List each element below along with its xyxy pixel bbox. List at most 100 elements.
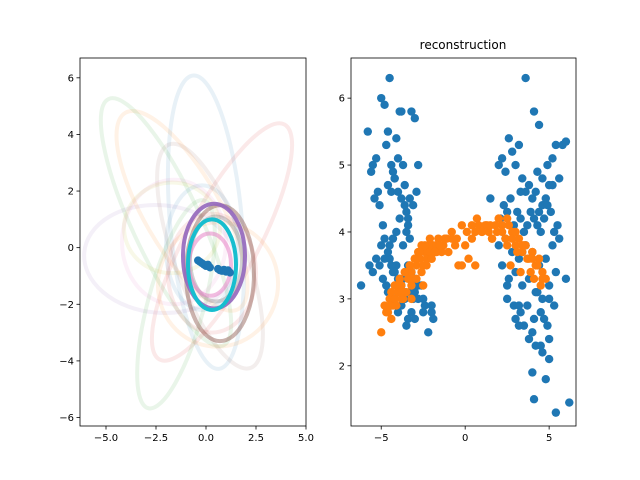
x-tick-label: −5 (374, 433, 389, 444)
scatter-point (546, 207, 556, 217)
scatter-point (387, 287, 396, 297)
scatter-point (548, 154, 557, 163)
scatter-point (539, 314, 549, 324)
scatter-point (429, 314, 438, 324)
scatter-point (514, 301, 524, 310)
scatter-point (477, 227, 487, 237)
scatter-point (533, 261, 542, 270)
scatter-point (400, 180, 409, 190)
scatter-point (383, 127, 393, 136)
scatter-point (377, 241, 386, 250)
scatter-point (519, 227, 529, 237)
scatter-point (462, 227, 472, 237)
y-tick-label: −2 (59, 300, 74, 311)
scatter-point (403, 314, 413, 324)
scatter-point (382, 281, 391, 290)
scatter-point (392, 227, 401, 237)
ellipse-plot-data (82, 73, 295, 411)
y-tick-label: −6 (59, 413, 74, 424)
scatter-point (514, 254, 524, 263)
scatter-point (407, 294, 416, 304)
scatter-point (516, 214, 525, 223)
scatter-point (382, 308, 391, 317)
scatter-point (504, 274, 514, 283)
scatter-point (424, 328, 433, 337)
scatter-point (206, 263, 214, 272)
scatter-point (514, 321, 524, 330)
scatter-point (393, 187, 403, 197)
scatter-point (502, 281, 512, 290)
scatter-point (410, 254, 420, 263)
scatter-point (410, 314, 420, 324)
scatter-point (407, 308, 416, 317)
scatter-point (538, 294, 547, 304)
scatter-point (511, 314, 520, 324)
scatter-point (434, 234, 443, 243)
scatter-point (544, 354, 554, 364)
scatter-point (392, 134, 401, 143)
scatter-point (502, 207, 512, 217)
y-tick-label: 2 (68, 187, 74, 198)
scatter-point (494, 241, 503, 250)
reconstruction-plot-data (356, 73, 574, 417)
scatter-point (417, 267, 426, 277)
scatter-point (541, 194, 550, 203)
scatter-point (378, 274, 388, 283)
scatter-point (541, 254, 550, 263)
scatter-point (390, 294, 399, 304)
scatter-point (529, 274, 539, 283)
scatter-point (539, 214, 549, 223)
scatter-point (457, 221, 467, 230)
scatter-point (529, 314, 539, 324)
scatter-point (502, 294, 512, 304)
scatter-point (405, 261, 414, 270)
y-tick-label: 4 (339, 227, 345, 238)
ellipse-mark (186, 217, 238, 312)
scatter-point (405, 234, 414, 243)
scatter-point (387, 314, 396, 324)
scatter-point (393, 308, 403, 317)
scatter-point (526, 267, 535, 277)
x-tick-label: 0.0 (198, 433, 214, 444)
scatter-point (397, 294, 406, 304)
scatter-point (390, 281, 399, 290)
ellipse-mark (135, 198, 217, 411)
scatter-point (511, 227, 520, 237)
scatter-point (501, 234, 510, 243)
scatter-point (383, 247, 393, 257)
scatter-point (450, 241, 460, 250)
series-2 (377, 214, 550, 337)
scatter-point (529, 214, 539, 223)
scatter-point (402, 321, 411, 330)
scatter-point (385, 241, 394, 250)
scatter-point (497, 261, 507, 270)
scatter-point (538, 274, 547, 283)
y-tick-label: −4 (59, 356, 74, 367)
scatter-point (538, 174, 547, 183)
scatter-point (368, 160, 378, 170)
scatter-point (536, 281, 545, 290)
scatter-point (518, 281, 527, 290)
scatter-point (533, 167, 542, 176)
scatter-point (390, 267, 399, 277)
scatter-point (513, 247, 522, 257)
scatter-point (507, 234, 517, 243)
scatter-point (506, 194, 515, 203)
scatter-point (427, 254, 436, 263)
scatter-point (543, 160, 552, 170)
scatter-point (486, 194, 495, 203)
scatter-point (551, 408, 561, 417)
scatter-point (555, 174, 564, 183)
scatter-point (397, 287, 406, 297)
scatter-point (494, 160, 503, 170)
scatter-point (511, 160, 520, 170)
scatter-point (511, 241, 520, 250)
scatter-point (516, 308, 525, 317)
scatter-point (375, 201, 384, 210)
scatter-point (413, 294, 423, 304)
ellipse-mark (122, 180, 222, 276)
scatter-point (444, 247, 453, 257)
scatter-point (533, 221, 542, 230)
